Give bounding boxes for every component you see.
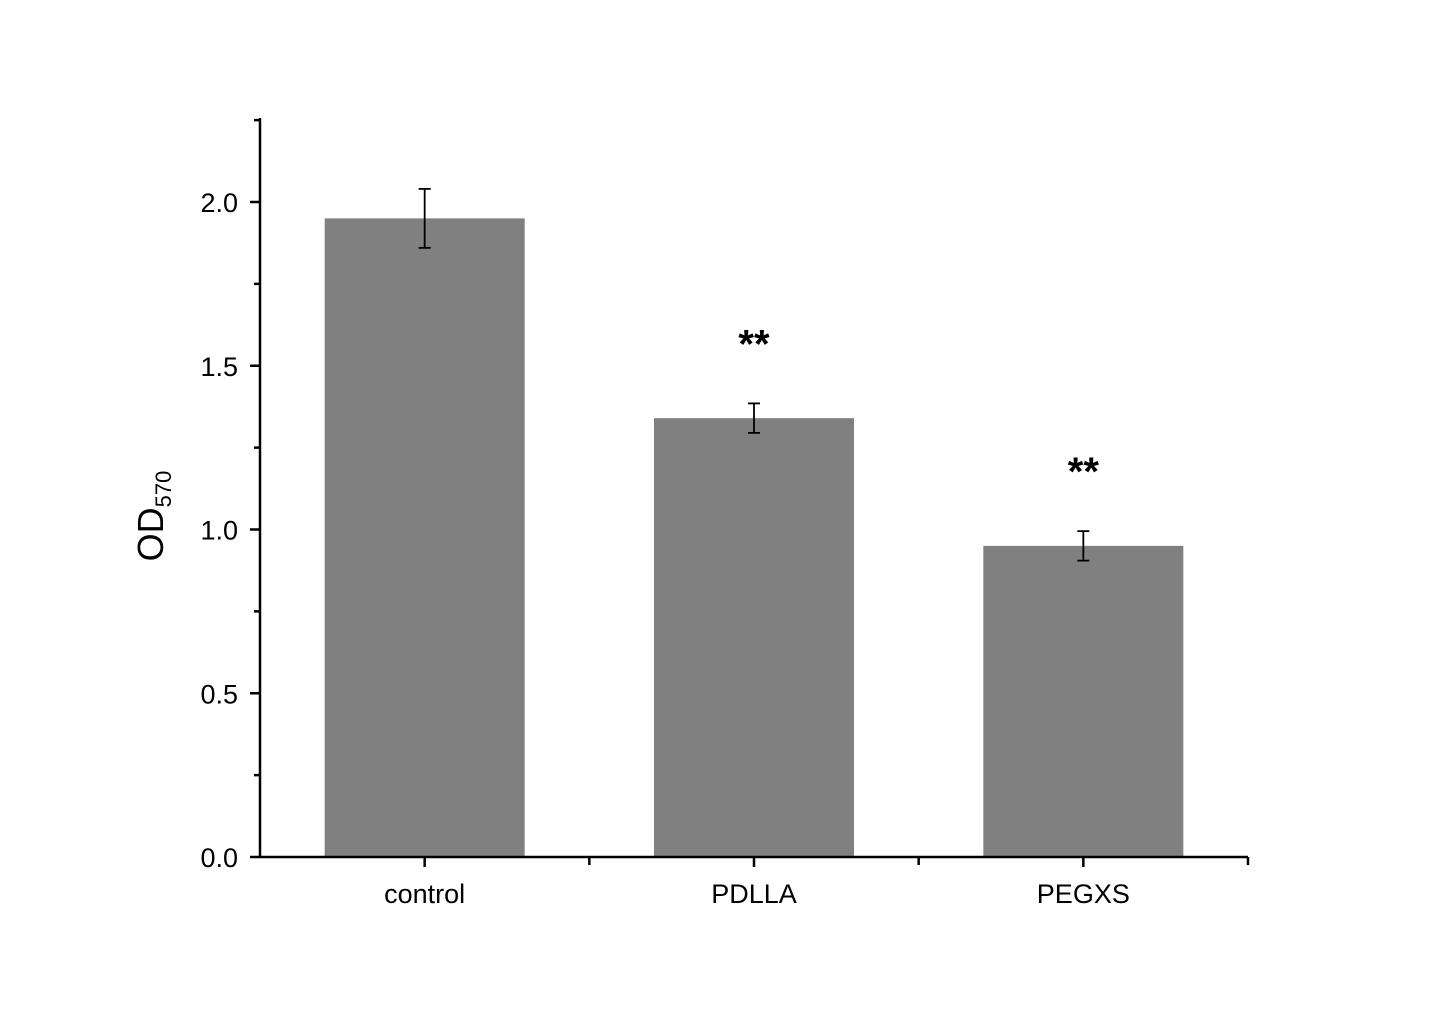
x-tick-label-control: control bbox=[384, 879, 465, 909]
significance-marker-pegxs: ** bbox=[1068, 450, 1100, 494]
significance-annotations-group: ** ** bbox=[738, 322, 1099, 494]
y-axis-ticks: 0.0 0.5 1.0 1.5 2.0 bbox=[200, 118, 260, 873]
y-axis-title-subscript: 570 bbox=[151, 471, 176, 508]
x-tick-label-pdlla: PDLLA bbox=[711, 879, 797, 909]
y-axis-title: OD570 bbox=[130, 471, 176, 562]
y-tick-label: 1.0 bbox=[200, 516, 238, 546]
y-tick-label: 0.5 bbox=[200, 679, 238, 709]
bar-pegxs bbox=[983, 545, 1184, 857]
significance-marker-pdlla: ** bbox=[738, 322, 770, 366]
bar-pdlla bbox=[654, 418, 854, 857]
y-tick-label: 1.5 bbox=[200, 352, 238, 382]
bars-group bbox=[324, 218, 1184, 857]
y-axis-title-main: OD bbox=[130, 507, 171, 561]
x-axis-ticks: control PDLLA PEGXS bbox=[384, 857, 1250, 909]
x-tick-label-pegxs: PEGXS bbox=[1037, 879, 1130, 909]
y-tick-label: 0.0 bbox=[200, 843, 238, 873]
error-bars-group bbox=[418, 187, 1090, 562]
y-tick-label: 2.0 bbox=[200, 188, 238, 218]
bar-control bbox=[324, 218, 525, 857]
